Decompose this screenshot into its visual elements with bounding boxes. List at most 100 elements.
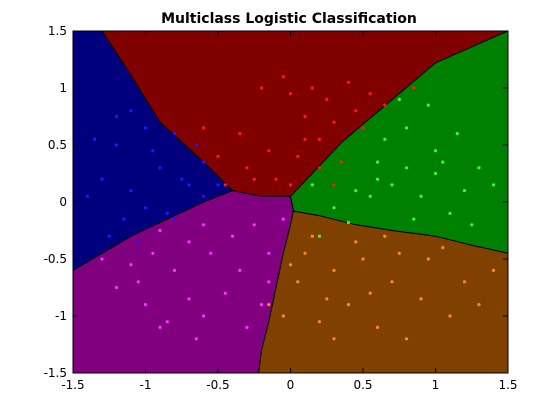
data-point (172, 268, 177, 272)
data-point (201, 126, 206, 130)
data-point (187, 240, 191, 244)
data-point (129, 263, 133, 267)
data-point (375, 160, 380, 164)
data-point (455, 132, 459, 136)
data-point (252, 177, 256, 181)
data-point (267, 149, 271, 153)
data-point (288, 92, 293, 96)
data-point (238, 132, 242, 136)
data-point (194, 143, 198, 147)
data-point (136, 240, 140, 244)
data-point (310, 183, 314, 187)
data-point (375, 177, 380, 181)
data-point (404, 337, 409, 341)
data-point (100, 177, 104, 181)
data-point (332, 337, 336, 341)
data-point (433, 149, 438, 153)
data-point (462, 280, 467, 284)
data-point (259, 86, 264, 90)
data-point (383, 103, 387, 107)
data-point (397, 97, 401, 101)
data-point (390, 280, 394, 284)
data-point (245, 166, 249, 170)
x-tick-label: -1.5 (61, 378, 84, 392)
data-point (216, 183, 220, 187)
data-point (107, 234, 111, 238)
axes: -1.5 -1 -0.5 0 0.5 1 1.5 -1.5 -1 -0.5 0 0.5 1 1.5 (44, 24, 518, 392)
y-tick-label: -1 (55, 309, 67, 323)
data-point (491, 183, 496, 187)
data-point (317, 320, 322, 324)
data-point (462, 189, 467, 193)
data-point (404, 166, 409, 170)
x-tick-label: -1 (140, 378, 152, 392)
data-point (310, 86, 314, 90)
data-point (383, 234, 387, 238)
data-point (303, 137, 307, 141)
data-point (187, 183, 191, 187)
y-tick-label: 1.5 (48, 24, 67, 38)
data-point (354, 240, 358, 244)
data-point (129, 109, 133, 113)
data-point (346, 80, 351, 84)
data-point (252, 223, 256, 227)
data-point (194, 337, 198, 341)
data-point (412, 86, 416, 90)
data-point (143, 126, 148, 130)
data-point (158, 325, 162, 329)
data-point (325, 297, 329, 301)
data-point (412, 217, 416, 221)
x-tick-label: 1.5 (498, 378, 517, 392)
data-point (165, 320, 169, 324)
x-tick-label: 1 (432, 378, 440, 392)
data-point (223, 183, 227, 187)
data-point (201, 194, 206, 198)
y-tick-label: 1 (59, 81, 67, 95)
data-point (281, 217, 285, 221)
data-point (143, 303, 148, 307)
data-point (151, 251, 155, 255)
data-point (448, 314, 452, 318)
data-point (346, 220, 351, 225)
data-point (441, 246, 445, 250)
data-point (238, 268, 242, 272)
data-point (114, 114, 119, 119)
x-tick-label: -0.5 (206, 378, 229, 392)
data-point (332, 120, 336, 124)
data-point (317, 137, 322, 141)
data-point (317, 234, 322, 238)
data-point (114, 143, 119, 147)
data-point (433, 171, 438, 176)
data-point (339, 160, 343, 164)
data-point (296, 280, 300, 284)
data-point (404, 126, 409, 130)
data-point (368, 194, 372, 198)
data-point (267, 280, 271, 284)
data-point (426, 257, 430, 261)
x-tick-label: 0 (287, 378, 295, 392)
data-point (368, 291, 372, 295)
data-point (201, 223, 206, 227)
data-point (346, 303, 351, 307)
data-point (151, 149, 155, 153)
data-point (216, 154, 220, 158)
data-point (303, 114, 307, 119)
data-point (100, 257, 104, 261)
chart-title: Multiclass Logistic Classification (161, 11, 417, 27)
data-point (354, 189, 358, 193)
data-point (477, 303, 481, 307)
data-point (93, 137, 97, 141)
data-point (491, 268, 496, 272)
data-point (281, 75, 285, 79)
data-point (390, 183, 394, 187)
data-point (441, 160, 445, 164)
data-point (223, 291, 227, 295)
data-point (368, 92, 372, 96)
data-point (274, 177, 278, 181)
data-point (267, 251, 271, 255)
data-point (85, 194, 90, 198)
data-point (375, 325, 380, 329)
data-point (245, 325, 249, 329)
data-point (288, 183, 293, 187)
